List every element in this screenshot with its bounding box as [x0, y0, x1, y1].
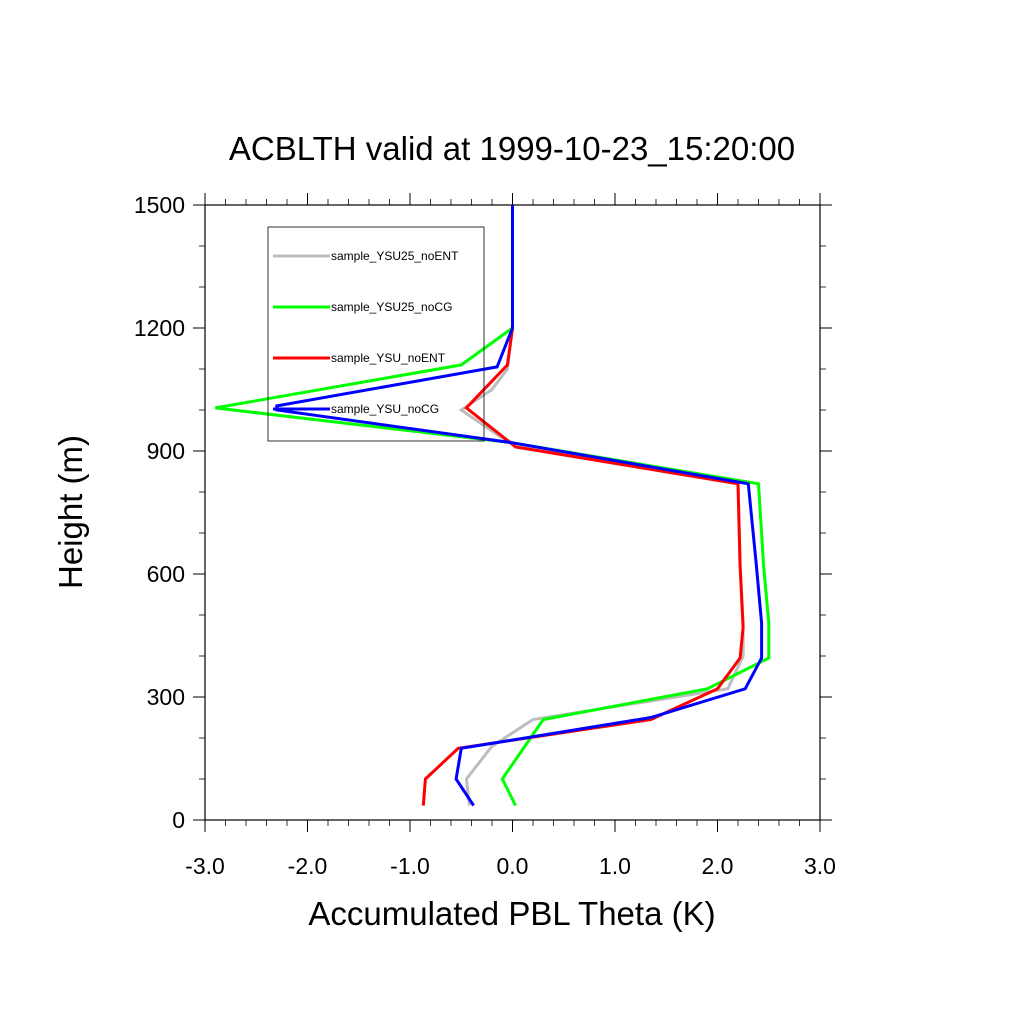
x-tick-label: 0.0: [497, 853, 529, 879]
chart-title: ACBLTH valid at 1999-10-23_15:20:00: [229, 130, 795, 167]
x-tick-label: -1.0: [390, 853, 430, 879]
series-line-sample-ysu25-noent: [458, 205, 745, 806]
y-tick-label: 1500: [134, 192, 185, 218]
series-line-sample-ysu25-nocg: [215, 205, 771, 807]
legend-box: [267, 226, 485, 442]
y-tick-label: 1200: [134, 315, 185, 341]
series-line-sample-ysu-noent: [421, 205, 745, 806]
legend-label: sample_YSU_noCG: [331, 402, 439, 416]
x-tick-label: 3.0: [804, 853, 836, 879]
y-axis-title: Height (m): [52, 435, 89, 589]
x-tick-label: 2.0: [702, 853, 734, 879]
tick-labels: -3.0 -2.0 -1.0 0.0 1.0 2.0 3.0 0 300 600 900 1200 15…: [134, 192, 836, 879]
y-tick-label: 0: [172, 807, 185, 833]
y-tick-label: 600: [147, 561, 185, 587]
tick-marks: [193, 193, 832, 832]
x-tick-label: 1.0: [599, 853, 631, 879]
legend: sample_YSU25_noENT sample_YSU25_noCGsampl…: [267, 226, 485, 442]
legend-label: sample_YSU25_noCG: [331, 300, 452, 314]
x-axis-title: Accumulated PBL Theta (K): [308, 895, 715, 932]
series-lines: [215, 205, 771, 807]
x-tick-label: -3.0: [185, 853, 225, 879]
series-line-sample-ysu-nocg: [275, 205, 764, 807]
legend-label: sample_YSU25_noENT: [331, 249, 459, 263]
y-tick-label: 900: [147, 438, 185, 464]
legend-label: sample_YSU_noENT: [331, 351, 446, 365]
x-tick-label: -2.0: [288, 853, 328, 879]
y-tick-label: 300: [147, 684, 185, 710]
